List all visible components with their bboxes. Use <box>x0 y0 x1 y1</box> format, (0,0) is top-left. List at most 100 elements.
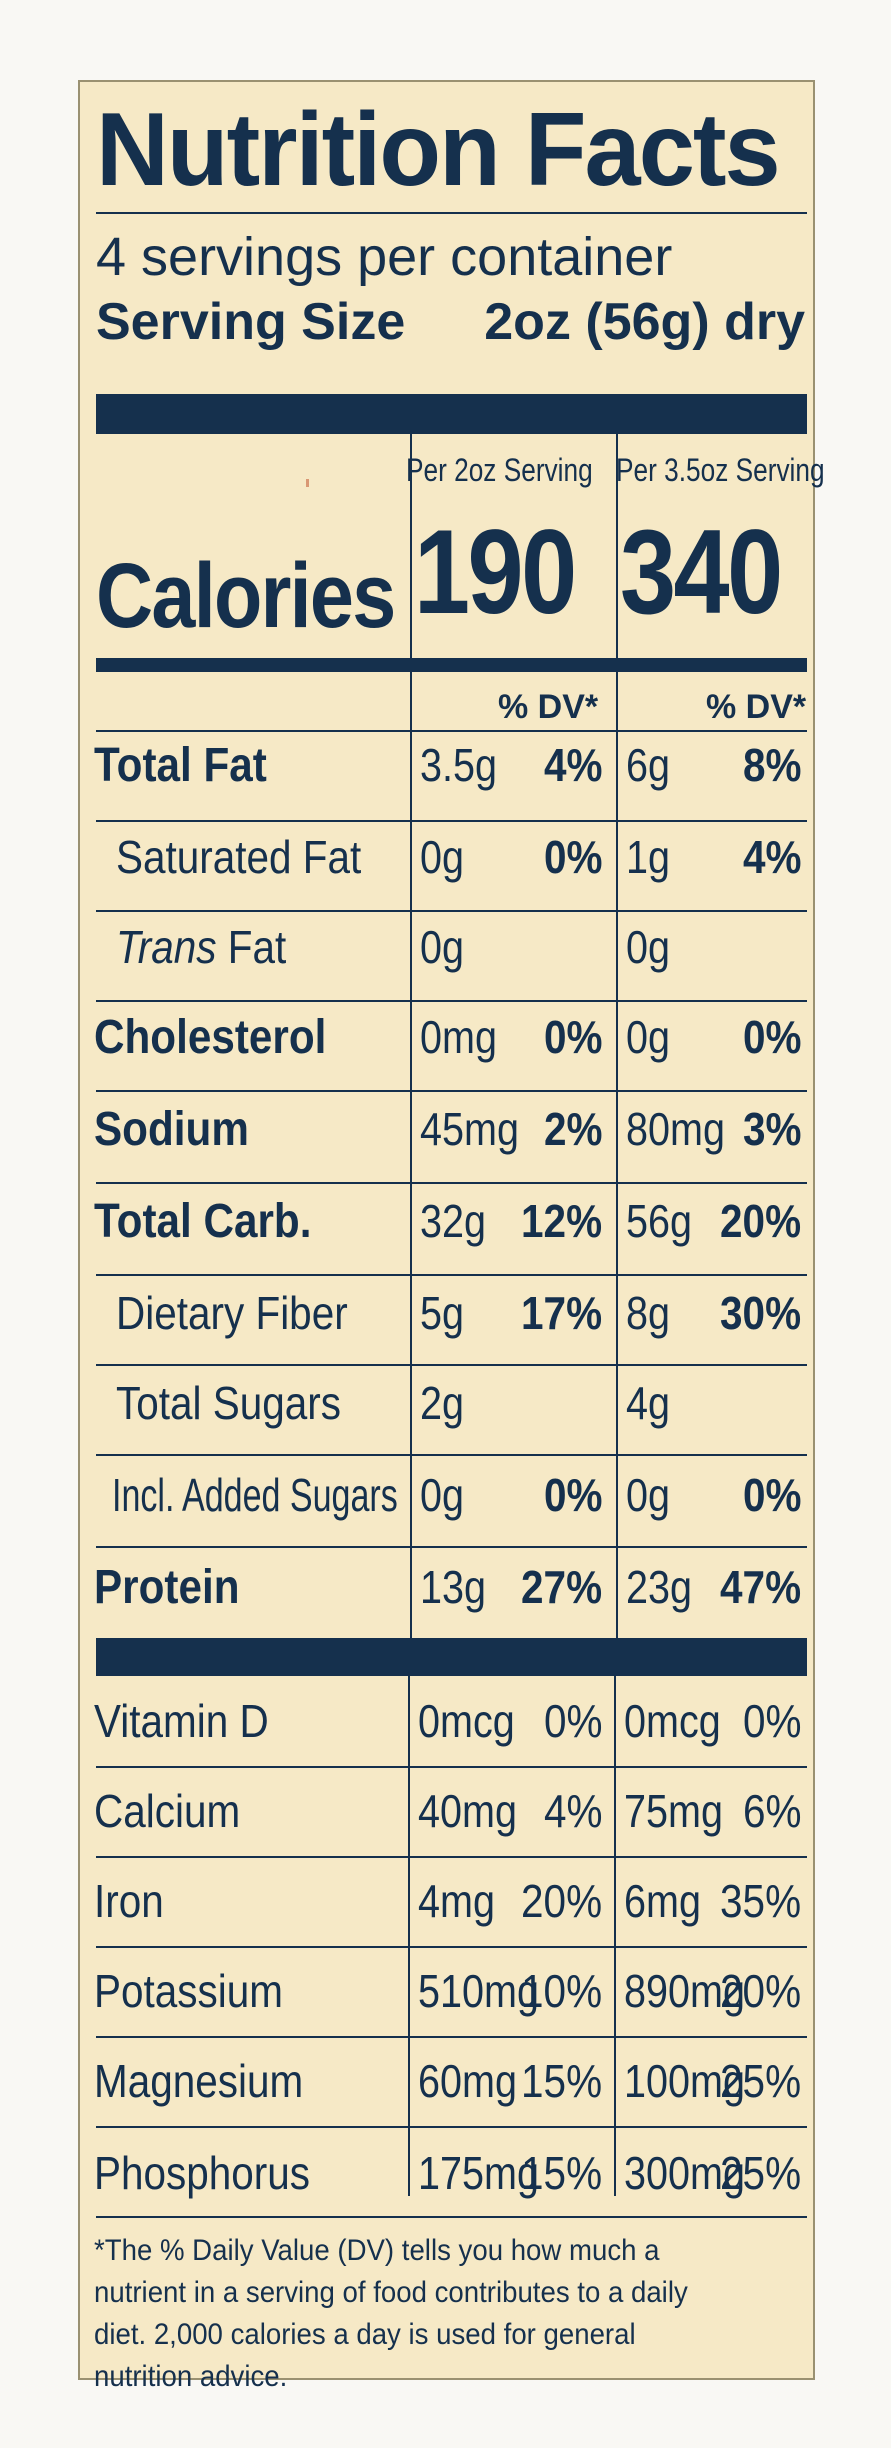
vitamin-dv-2: 25% <box>719 2055 801 2107</box>
row-separator <box>96 820 807 822</box>
vitamin-name: Vitamin D <box>94 1695 269 1747</box>
row-separator <box>96 910 807 912</box>
amount-serving-1: 0g <box>420 921 465 973</box>
dv-serving-1: 12% <box>520 1195 602 1247</box>
nutrient-name-italic: Trans <box>116 921 217 973</box>
nutrient-name: Total Carb. <box>94 1195 312 1248</box>
servings-per-container: 4 servings per container <box>96 227 673 287</box>
column-line <box>410 672 412 1638</box>
row-separator <box>96 1856 807 1858</box>
row-separator <box>96 1364 807 1366</box>
calories-value-1: 190 <box>414 505 577 639</box>
nutrient-name: Sodium <box>94 1103 249 1156</box>
nutrient-name: Trans Fat <box>116 924 286 970</box>
serving-size-value: 2oz (56g) dry <box>484 293 805 351</box>
dv-serving-2: 47% <box>719 1561 801 1613</box>
vitamin-amount-2: 300mg <box>624 2147 745 2199</box>
vitamin-amount-2: 890mg <box>624 1965 745 2017</box>
row-separator <box>96 1000 807 1002</box>
vitamin-dv-2: 6% <box>742 1785 801 1837</box>
amount-serving-2: 4g <box>626 1377 671 1429</box>
row-separator <box>96 1946 807 1948</box>
vitamin-name: Phosphorus <box>94 2147 311 2199</box>
amount-serving-1: 45mg <box>420 1103 519 1155</box>
calories-label: Calories <box>96 545 396 647</box>
amount-serving-1: 0mg <box>420 1011 497 1063</box>
row-separator <box>96 1546 807 1548</box>
vitamin-amount-1: 40mg <box>418 1785 517 1837</box>
divider <box>96 212 807 214</box>
dv-serving-1: 0% <box>543 1011 602 1063</box>
nutrient-name: Saturated Fat <box>116 831 362 883</box>
dv-serving-2: 4% <box>742 831 801 883</box>
dv-header-1: % DV* <box>498 688 599 726</box>
print-speck <box>306 479 309 487</box>
dv-serving-2: 20% <box>719 1195 801 1247</box>
vitamin-amount-2: 6mg <box>624 1875 701 1927</box>
nutrient-name: Total Fat <box>94 739 267 792</box>
column-header-per-serving-2: Per 3.5oz Serving <box>616 452 825 488</box>
vitamin-amount-1: 60mg <box>418 2055 517 2107</box>
vitamin-dv-1: 15% <box>520 2055 602 2107</box>
vitamin-amount-2: 0mcg <box>624 1695 721 1747</box>
dv-serving-1: 0% <box>543 1469 602 1521</box>
amount-serving-1: 32g <box>420 1195 487 1247</box>
column-line <box>616 672 618 1638</box>
row-separator <box>96 2036 807 2038</box>
calories-divider <box>96 658 807 672</box>
vitamin-dv-2: 20% <box>719 1965 801 2017</box>
vitamin-name: Magnesium <box>94 2055 304 2107</box>
dv-serving-1: 2% <box>543 1103 602 1155</box>
label-title: Nutrition Facts <box>96 92 781 208</box>
amount-serving-2: 56g <box>626 1195 693 1247</box>
vitamin-dv-2: 0% <box>742 1695 801 1747</box>
vitamin-amount-1: 4mg <box>418 1875 495 1927</box>
dv-serving-1: 4% <box>543 739 602 791</box>
amount-serving-2: 0g <box>626 1469 671 1521</box>
dv-serving-2: 8% <box>742 739 801 791</box>
nutrient-name: Incl. Added Sugars <box>112 1469 398 1521</box>
dv-serving-2: 0% <box>742 1469 801 1521</box>
amount-serving-1: 2g <box>420 1377 465 1429</box>
vitamin-dv-1: 4% <box>543 1785 602 1837</box>
column-header-per-serving-1: Per 2oz Serving <box>406 452 593 488</box>
dv-serving-2: 0% <box>742 1011 801 1063</box>
thick-divider <box>96 394 807 434</box>
row-separator <box>96 1454 807 1456</box>
amount-serving-1: 3.5g <box>420 739 497 791</box>
nutrient-name: Total Sugars <box>116 1377 342 1429</box>
amount-serving-2: 80mg <box>626 1103 725 1155</box>
amount-serving-2: 0g <box>626 1011 671 1063</box>
serving-size-label: Serving Size <box>96 293 406 351</box>
nutrient-name: Cholesterol <box>94 1011 327 1064</box>
row-separator <box>96 730 807 732</box>
nutrient-name: Protein <box>94 1561 240 1614</box>
vitamin-name: Calcium <box>94 1785 241 1837</box>
column-line <box>616 434 618 658</box>
amount-serving-1: 0g <box>420 1469 465 1521</box>
dv-header-2: % DV* <box>706 688 807 726</box>
amount-serving-2: 0g <box>626 921 671 973</box>
vitamin-dv-1: 15% <box>520 2147 602 2199</box>
vitamin-name: Potassium <box>94 1965 283 2017</box>
vitamin-dv-1: 0% <box>543 1695 602 1747</box>
column-line <box>614 1676 616 2196</box>
amount-serving-1: 13g <box>420 1561 487 1613</box>
amount-serving-2: 23g <box>626 1561 693 1613</box>
vitamin-dv-1: 10% <box>520 1965 602 2017</box>
row-separator <box>96 2216 807 2218</box>
dv-serving-1: 17% <box>520 1287 602 1339</box>
amount-serving-1: 0g <box>420 831 465 883</box>
column-line <box>408 1676 410 2196</box>
amount-serving-2: 6g <box>626 739 671 791</box>
dv-serving-1: 27% <box>520 1561 602 1613</box>
vitamin-dv-2: 25% <box>719 2147 801 2199</box>
vitamin-amount-2: 100mg <box>624 2055 745 2107</box>
column-line <box>410 434 412 658</box>
vitamin-divider <box>96 1638 807 1676</box>
vitamin-amount-1: 175mg <box>418 2147 539 2199</box>
vitamin-amount-1: 0mcg <box>418 1695 515 1747</box>
calories-value-2: 340 <box>620 505 783 639</box>
vitamin-amount-1: 510mg <box>418 1965 539 2017</box>
nutrition-label: Nutrition Facts 4 servings per container… <box>78 80 825 2393</box>
